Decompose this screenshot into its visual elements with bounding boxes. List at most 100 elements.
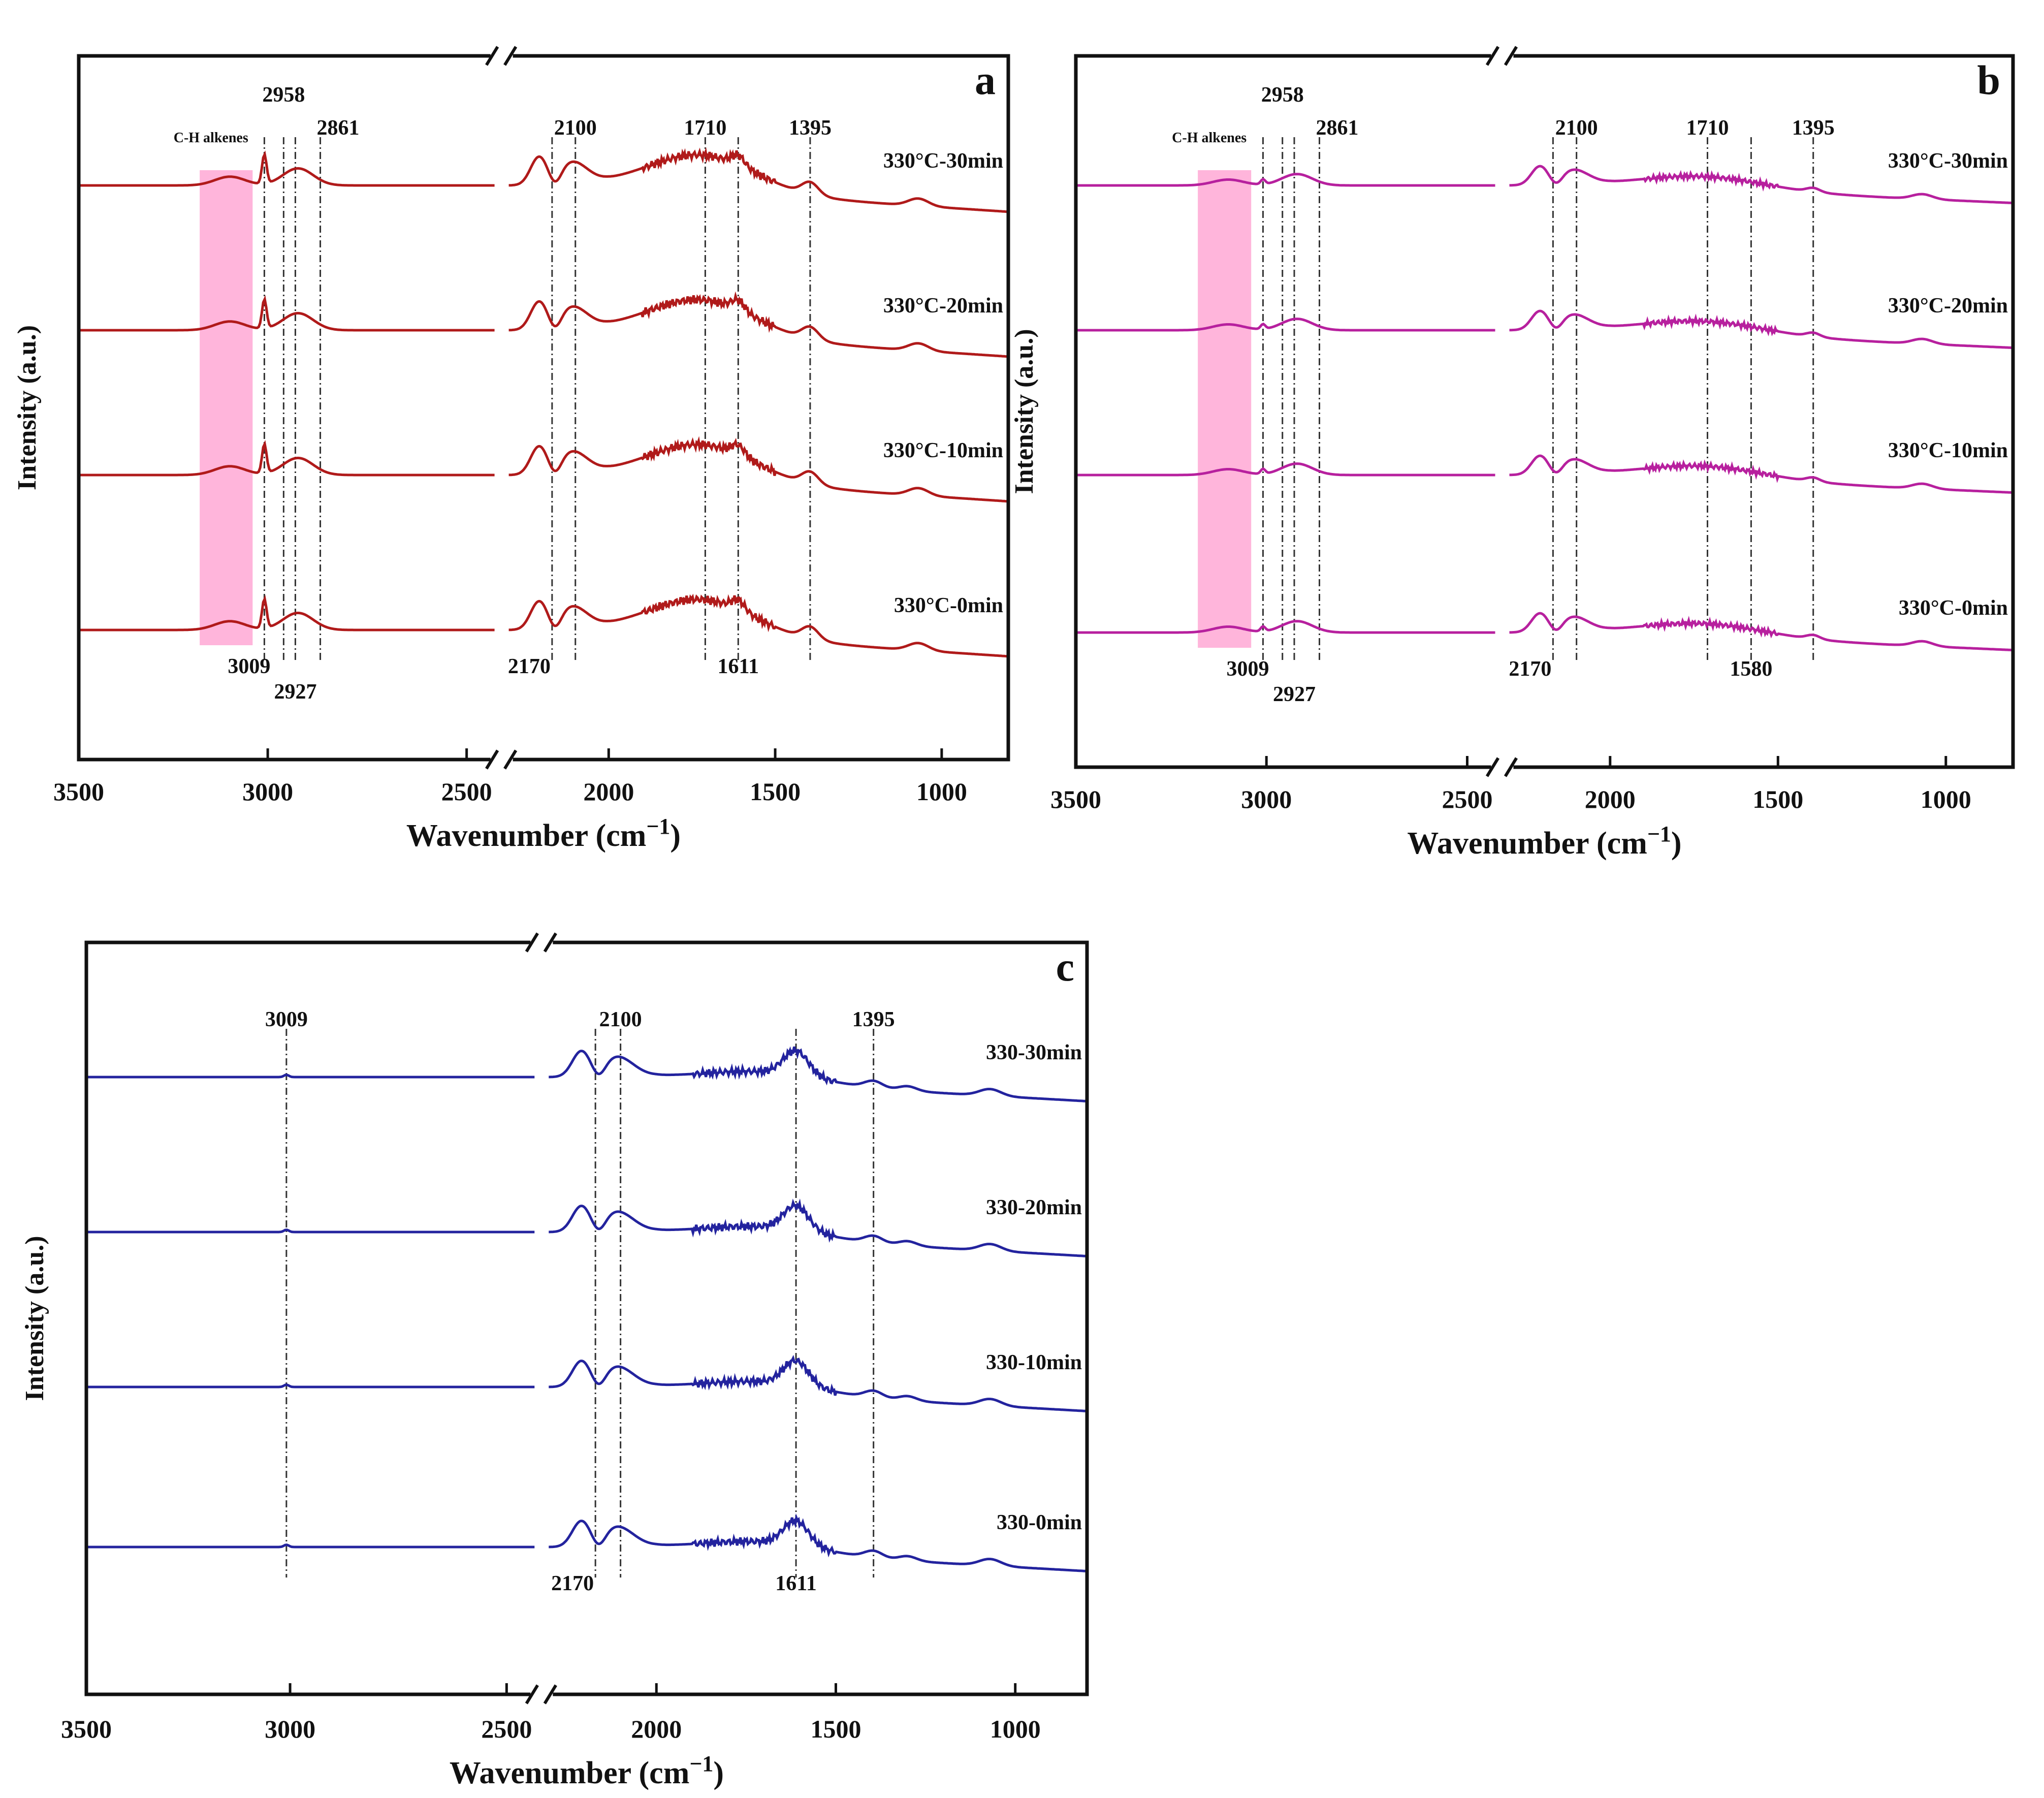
spectrum-line [1509,454,2014,494]
x-tick-label: 3000 [1241,785,1292,813]
axis-break-mark [543,1684,557,1705]
x-tick-label: 3500 [1050,785,1101,813]
axis-break-mark [1485,46,1500,66]
spectrum-line [508,593,1009,658]
spectrum-line [1076,173,1495,187]
axis-break-mark [485,46,499,66]
x-tick-label: 2000 [631,1715,682,1743]
series-label: 330°C-10min [883,439,1003,462]
peak-label: 1395 [1792,116,1835,140]
peak-label: 2861 [317,116,360,140]
x-tick-label: 2000 [583,777,634,806]
plot-frame [1074,54,2015,769]
shade-label: C-H alkenes [1172,130,1247,146]
x-tick-label: 1500 [810,1715,861,1743]
shaded-band-ch-alkenes [200,170,253,645]
spectrum-line [79,595,495,632]
spectrum-line [86,1228,535,1234]
series-label: 330°C-10min [1888,439,2008,462]
chart-panel-a: C-H alkenes 330°C-30min 330°C-20min 330°C-1… [13,46,1010,853]
x-tick-label: 1000 [916,777,967,806]
shaded-band-ch-alkenes [1198,170,1252,648]
shade-label: C-H alkenes [174,130,248,146]
spectrum-line [1509,612,2014,652]
spectrum-line [508,436,1009,503]
axis-break-mark [525,1684,539,1705]
x-tick-label: 1000 [1921,785,1971,813]
axis-break-mark [503,46,518,66]
peak-label: 2170 [551,1572,594,1595]
x-axis-title-close: ) [1671,826,1682,861]
series-label: 330°C-30min [1888,149,2008,173]
peak-label: 1611 [775,1572,817,1595]
y-axis-title: Intensity (a.u.) [13,325,42,490]
series-label: 330°C-0min [894,594,1003,617]
peak-label: 2170 [508,655,551,678]
series-label: 330°C-30min [883,149,1003,173]
peak-label: 2861 [1316,116,1359,140]
x-axis-title-main: Wavenumber (cm [406,818,646,853]
x-tick-label: 3500 [53,777,104,806]
x-tick-label: 3000 [242,777,293,806]
spectrum-line [549,1513,1088,1572]
peak-label: 3009 [1226,657,1269,681]
x-tick-label: 2500 [441,777,492,806]
series-label: 330-20min [986,1196,1082,1219]
peak-label: 1611 [717,655,759,678]
peak-label: 2170 [1509,657,1551,681]
y-axis-title: Intensity (a.u.) [1010,329,1039,494]
spectrum-line [508,291,1009,358]
spectrum-line [508,147,1009,213]
spectrum-line [549,1354,1088,1412]
peak-label: 3009 [265,1008,308,1031]
spectrum-line [1509,309,2014,350]
axis-break-mark [1504,46,1518,66]
x-axis-title-exponent: −1 [646,814,670,839]
peak-label: 2100 [1555,116,1598,140]
spectrum-line [1076,620,1495,634]
series-label: 330-30min [986,1041,1082,1064]
x-axis-title-close: ) [713,1756,724,1790]
series-label: 330°C-0min [1899,596,2008,620]
series-label: 330°C-20min [883,294,1003,318]
peak-label: 2100 [599,1008,642,1031]
axis-break-mark [503,749,518,770]
spectrum-line [549,1046,1088,1102]
y-axis-title: Intensity (a.u.) [20,1236,49,1401]
peak-label: 2958 [1261,83,1304,107]
axis-break-mark [1485,757,1500,777]
x-tick-label: 1500 [750,777,801,806]
axis-break-mark [543,932,557,953]
series-label: 330-0min [997,1511,1082,1534]
peak-label: 3009 [228,655,270,678]
panel-letter: c [1056,943,1074,990]
plot-frame [84,940,1089,1696]
x-axis-title: Wavenumber (cm−1) [450,1751,724,1790]
peak-label: 1395 [789,116,832,140]
x-tick-label: 1000 [990,1715,1041,1743]
peak-label: 2958 [262,83,305,107]
peak-label: 2927 [1273,683,1316,706]
axis-break-mark [1504,757,1518,777]
spectrum-line [1076,462,1495,477]
spectrum-line [86,1074,535,1079]
x-axis-title-main: Wavenumber (cm [450,1756,689,1790]
spectrum-line [79,440,495,477]
peak-label: 1580 [1730,657,1772,681]
x-axis-title-close: ) [670,818,681,853]
x-tick-label: 3000 [265,1715,315,1743]
x-tick-label: 1500 [1752,785,1803,813]
x-tick-label: 2500 [481,1715,532,1743]
axis-break-mark [525,932,539,953]
x-axis-title-exponent: −1 [689,1751,713,1776]
peak-label: 1710 [1686,116,1729,140]
peak-label: 1395 [852,1008,895,1031]
spectrum-line [1076,318,1495,332]
spectrum-line [549,1198,1088,1257]
plot-frame [77,54,1010,762]
peak-label: 2927 [274,680,316,704]
spectrum-line [1509,165,2014,205]
x-tick-label: 2000 [1585,785,1636,813]
spectrum-line [86,1383,535,1389]
